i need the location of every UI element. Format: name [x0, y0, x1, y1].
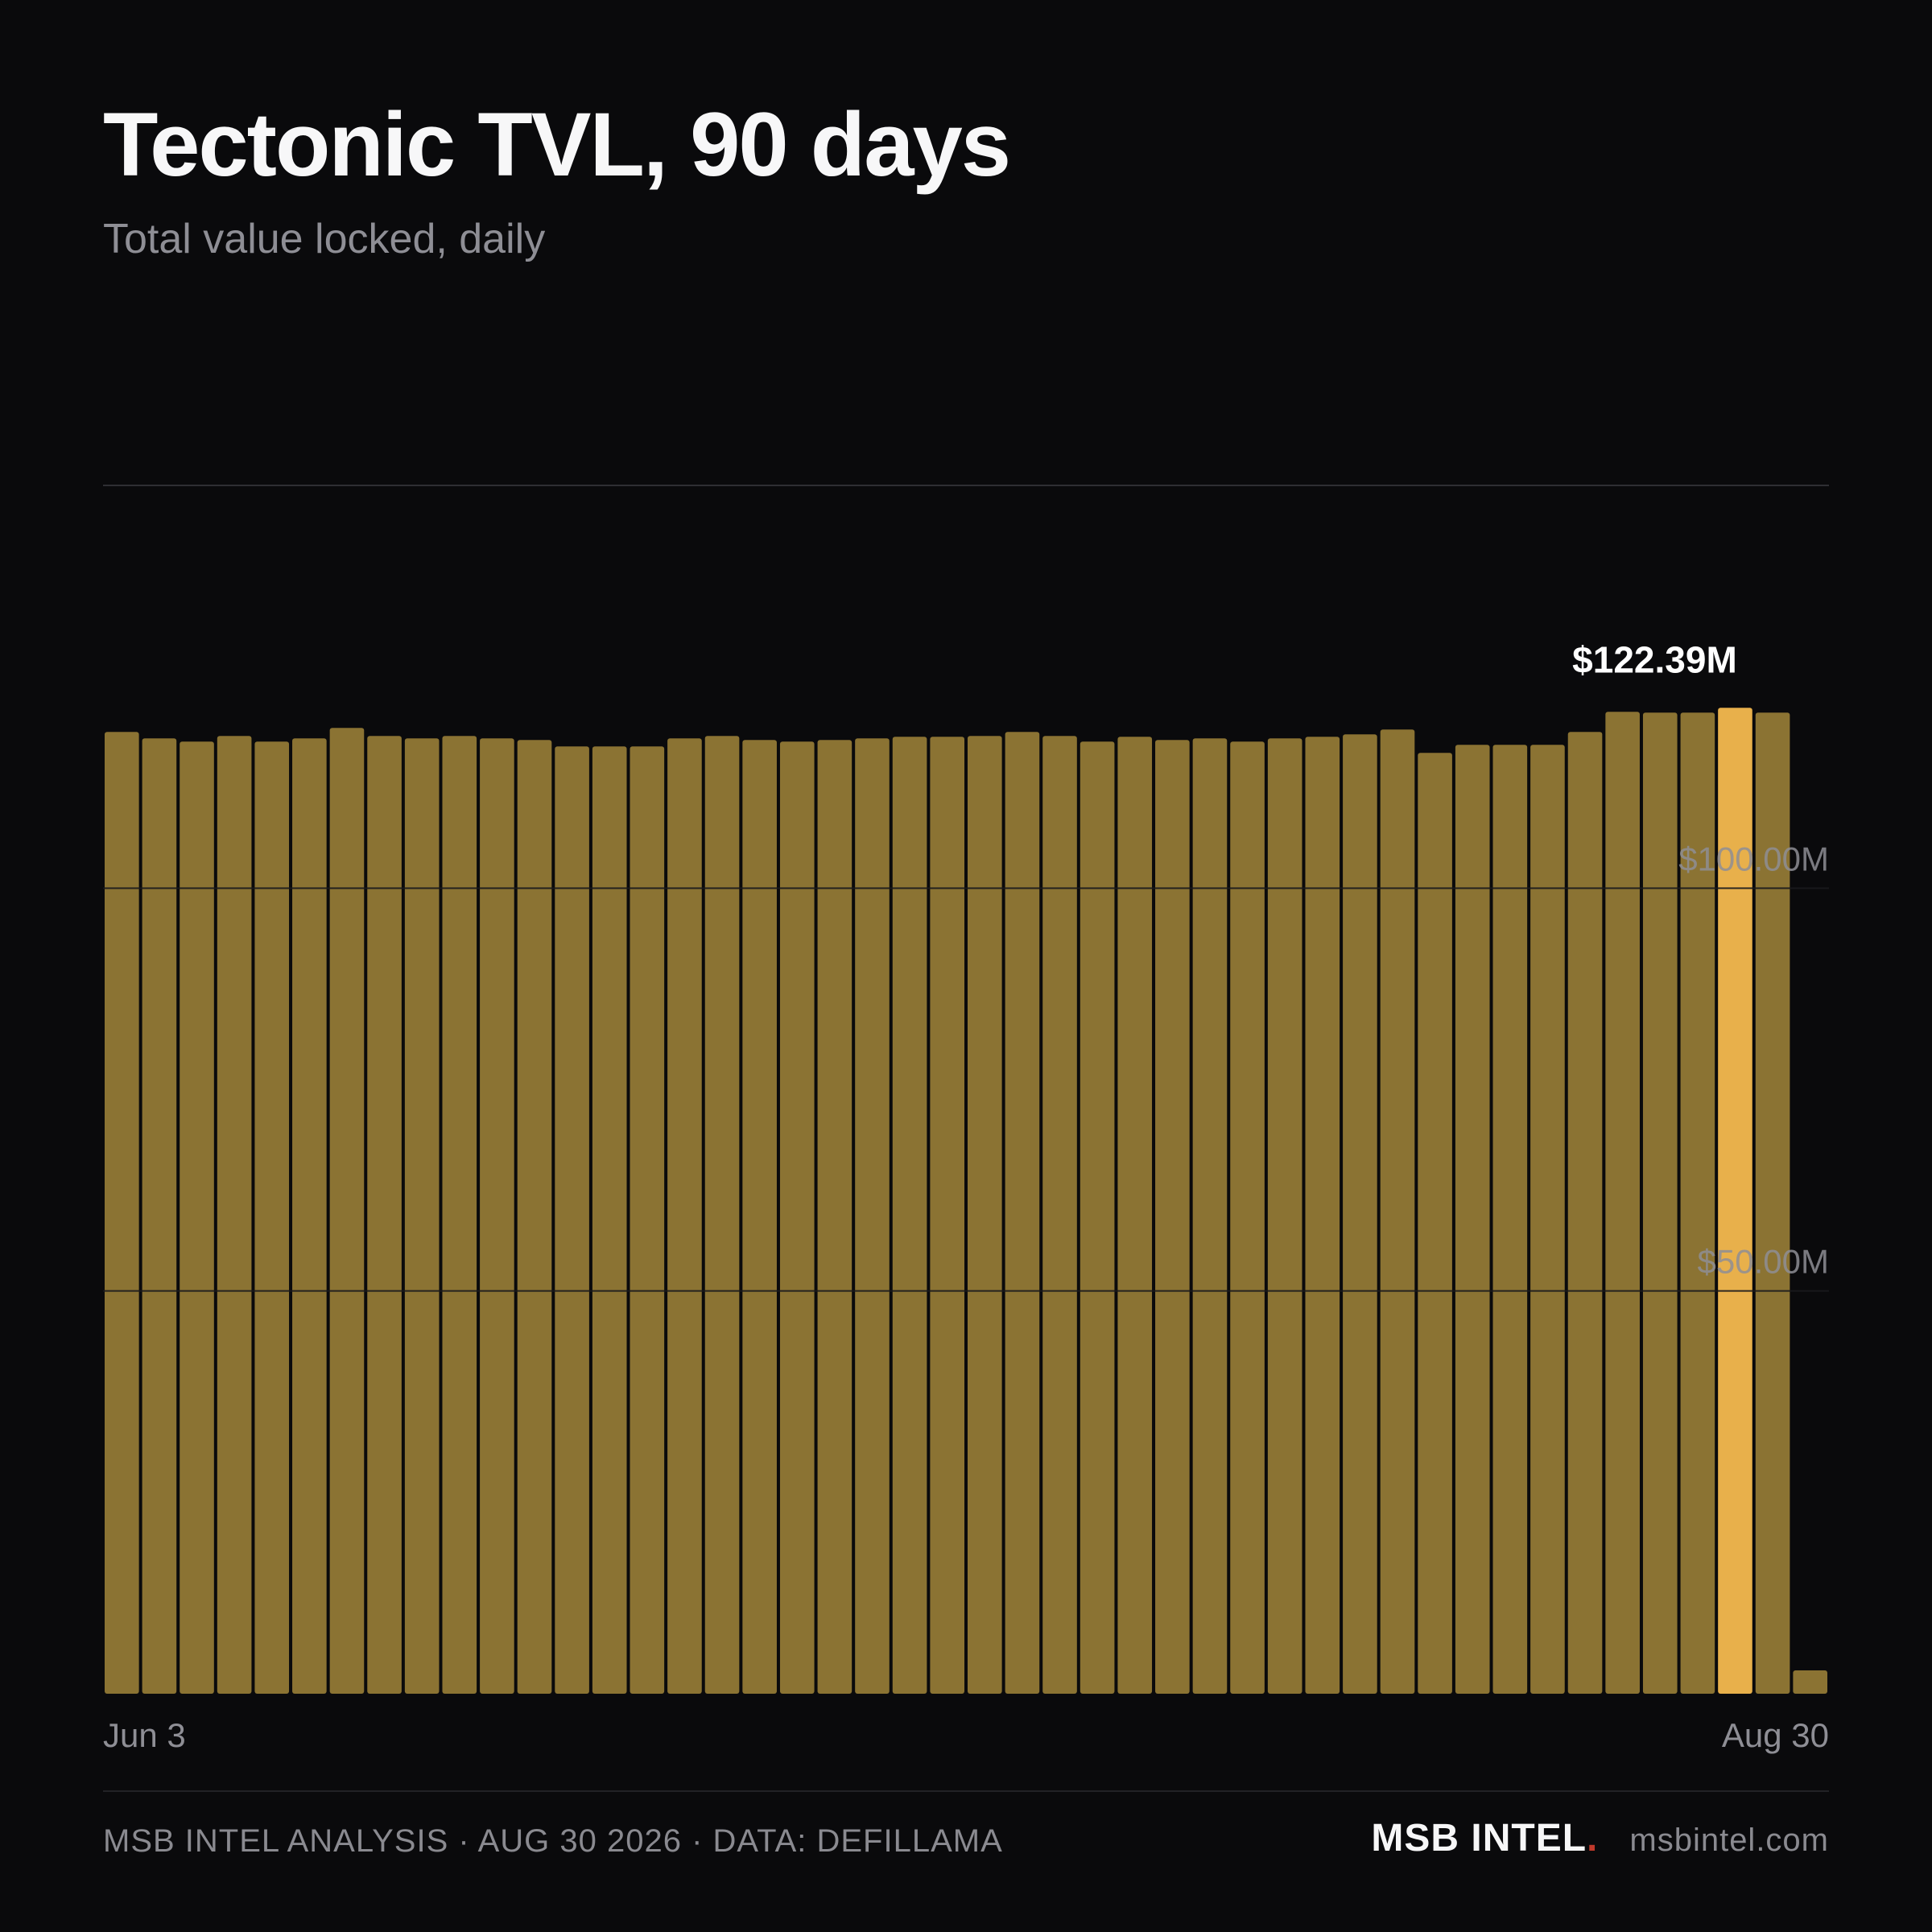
x-axis-start-label: Jun 3	[103, 1716, 186, 1754]
bar	[142, 738, 177, 1695]
bar	[367, 736, 402, 1695]
bar	[329, 728, 365, 1695]
bar	[930, 737, 964, 1695]
bar	[1080, 741, 1115, 1695]
bar	[442, 736, 477, 1695]
footer-brand-block: MSB INTEL. msbintel.com	[1371, 1816, 1829, 1860]
bar	[292, 738, 327, 1695]
bar	[1005, 732, 1040, 1695]
bar	[1567, 732, 1603, 1695]
bar	[1192, 738, 1228, 1695]
footer-source-line: MSB INTEL ANALYSIS · AUG 30 2026 · DATA:…	[103, 1823, 1003, 1859]
chart-title: Tectonic TVL, 90 days	[103, 94, 1011, 195]
bar	[555, 746, 589, 1694]
bar	[217, 736, 252, 1695]
y-tick-label: $50.00M	[1698, 1243, 1829, 1281]
bar	[1793, 1670, 1827, 1694]
y-tick-label: $100.00M	[1678, 840, 1829, 877]
bar	[779, 741, 815, 1695]
bar	[1418, 753, 1452, 1694]
bar	[592, 746, 627, 1694]
highlighted-bar	[1718, 708, 1752, 1694]
bar	[254, 741, 290, 1695]
bar	[1042, 736, 1077, 1695]
bar	[517, 740, 552, 1695]
bar	[704, 736, 740, 1695]
brand-website: msbintel.com	[1629, 1823, 1829, 1858]
bar	[630, 746, 665, 1694]
bar	[1755, 712, 1790, 1695]
bar	[1455, 745, 1490, 1695]
bar	[1267, 738, 1302, 1695]
bar	[105, 732, 139, 1695]
bar	[180, 741, 214, 1695]
bar	[1155, 740, 1190, 1695]
bar	[1343, 734, 1377, 1695]
bar	[1380, 729, 1415, 1695]
bar	[1680, 712, 1715, 1695]
bar	[1530, 745, 1565, 1695]
x-axis-end-label: Aug 30	[1722, 1716, 1829, 1754]
brand-logo-dot: .	[1587, 1817, 1598, 1860]
bar	[742, 740, 777, 1695]
bar	[855, 738, 890, 1695]
footer-divider	[103, 1790, 1829, 1792]
bar	[1305, 737, 1340, 1695]
bar	[480, 738, 514, 1695]
bar	[1492, 745, 1528, 1695]
bar	[404, 738, 440, 1695]
brand-logo-text: MSB INTEL	[1371, 1817, 1587, 1860]
bar	[667, 738, 702, 1695]
bar	[892, 737, 927, 1695]
bar	[1230, 741, 1265, 1695]
bar	[968, 736, 1002, 1695]
bar	[1605, 712, 1640, 1695]
chart-subtitle: Total value locked, daily	[103, 216, 546, 262]
bar	[817, 740, 852, 1695]
bar	[1117, 737, 1153, 1695]
highlight-value-label: $122.39M	[1572, 638, 1737, 680]
bar	[1642, 712, 1678, 1695]
